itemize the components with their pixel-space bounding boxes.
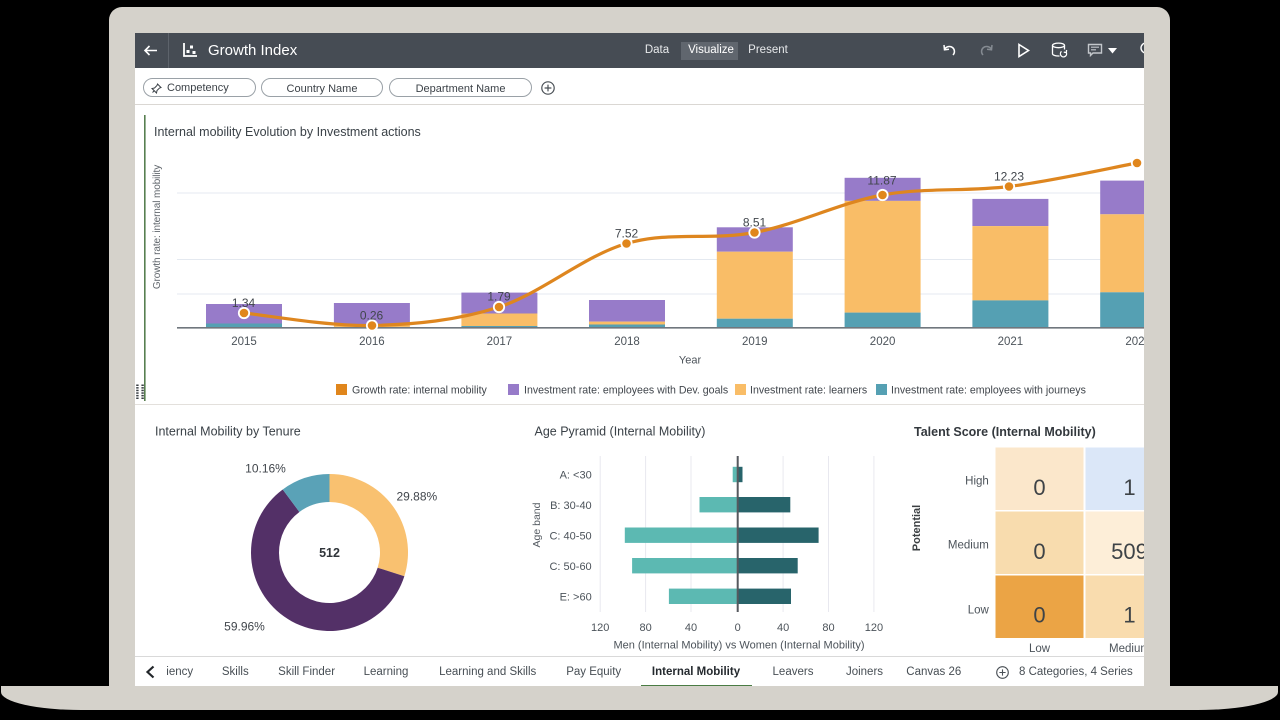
svg-text:509: 509 bbox=[1111, 539, 1144, 564]
svg-text:10.16%: 10.16% bbox=[245, 462, 286, 476]
svg-text:Age Pyramid (Internal Mobility: Age Pyramid (Internal Mobility) bbox=[535, 425, 706, 439]
svg-text:0: 0 bbox=[1033, 539, 1045, 564]
svg-text:12.23: 12.23 bbox=[994, 170, 1024, 184]
svg-text:B: 30-40: B: 30-40 bbox=[550, 500, 592, 512]
svg-text:2016: 2016 bbox=[359, 336, 385, 348]
svg-text:1.79: 1.79 bbox=[487, 290, 511, 304]
svg-text:2018: 2018 bbox=[614, 336, 640, 348]
svg-text:40: 40 bbox=[777, 622, 789, 634]
svg-text:0: 0 bbox=[1033, 475, 1045, 500]
svg-text:2017: 2017 bbox=[487, 336, 513, 348]
svg-text:Men (Internal Mobility) vs Wom: Men (Internal Mobility) vs Women (Intern… bbox=[613, 640, 864, 652]
svg-text:120: 120 bbox=[865, 622, 883, 634]
svg-text:Investment rate: employees wit: Investment rate: employees with journeys bbox=[891, 385, 1086, 397]
svg-text:0: 0 bbox=[735, 622, 741, 634]
svg-text:29.88%: 29.88% bbox=[397, 490, 438, 504]
svg-text:C: 40-50: C: 40-50 bbox=[549, 531, 591, 543]
svg-text:80: 80 bbox=[639, 622, 651, 634]
svg-text:2021: 2021 bbox=[998, 336, 1024, 348]
svg-text:Potential: Potential bbox=[911, 505, 923, 551]
svg-text:1: 1 bbox=[1123, 603, 1135, 628]
svg-text:Internal Mobility by Tenure: Internal Mobility by Tenure bbox=[155, 425, 301, 439]
svg-text:Talent Score (Internal Mobilit: Talent Score (Internal Mobility) bbox=[914, 425, 1096, 439]
svg-text:Investment rate: employees wit: Investment rate: employees with Dev. goa… bbox=[524, 385, 728, 397]
svg-text:E: >60: E: >60 bbox=[560, 592, 592, 604]
svg-text:2020: 2020 bbox=[870, 336, 896, 348]
svg-text:Internal mobility Evolution by: Internal mobility Evolution by Investmen… bbox=[154, 125, 421, 139]
svg-text:Low: Low bbox=[1029, 643, 1051, 655]
svg-text:59.96%: 59.96% bbox=[224, 620, 265, 634]
svg-text:A: <30: A: <30 bbox=[560, 470, 592, 482]
svg-text:40: 40 bbox=[685, 622, 697, 634]
svg-text:2022: 2022 bbox=[1125, 336, 1144, 348]
svg-text:Investment rate: learners: Investment rate: learners bbox=[750, 385, 867, 397]
svg-text:Age band: Age band bbox=[531, 502, 543, 547]
svg-text:2015: 2015 bbox=[231, 336, 257, 348]
svg-text:High: High bbox=[965, 475, 989, 487]
svg-text:1: 1 bbox=[1123, 475, 1135, 500]
svg-text:Growth rate: internal mobility: Growth rate: internal mobility bbox=[352, 385, 488, 397]
svg-text:11.87: 11.87 bbox=[867, 174, 896, 188]
svg-text:Low: Low bbox=[968, 604, 990, 616]
svg-text:Medium: Medium bbox=[1109, 643, 1144, 655]
svg-text:0.26: 0.26 bbox=[360, 309, 384, 323]
svg-text:1.34: 1.34 bbox=[232, 296, 256, 310]
svg-text:8.51: 8.51 bbox=[743, 216, 767, 230]
svg-text:80: 80 bbox=[822, 622, 834, 634]
svg-text:120: 120 bbox=[591, 622, 609, 634]
svg-text:0: 0 bbox=[1033, 603, 1045, 628]
svg-text:Year: Year bbox=[679, 355, 702, 367]
svg-text:C: 50-60: C: 50-60 bbox=[549, 561, 591, 573]
svg-text:7.52: 7.52 bbox=[615, 227, 639, 241]
svg-text:Growth rate: internal mobility: Growth rate: internal mobility bbox=[152, 165, 163, 289]
svg-text:2019: 2019 bbox=[742, 336, 768, 348]
svg-text:512: 512 bbox=[319, 546, 340, 560]
svg-text:Medium: Medium bbox=[948, 539, 989, 551]
